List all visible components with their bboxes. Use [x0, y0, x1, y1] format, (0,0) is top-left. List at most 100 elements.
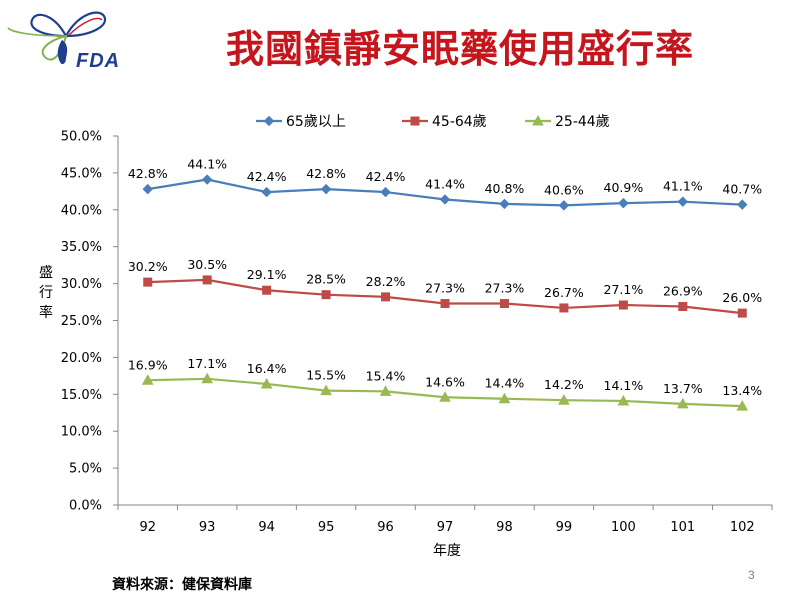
chart-series	[141, 174, 749, 411]
data-label: 42.4%	[366, 169, 406, 184]
data-label: 14.2%	[544, 377, 584, 392]
y-tick-label: 0.0%	[69, 499, 102, 514]
data-label: 27.3%	[485, 281, 525, 296]
data-label: 13.7%	[663, 381, 703, 396]
data-label: 40.8%	[485, 181, 525, 196]
chart-axes: 0.0% 5.0% 10.0% 15.0% 20.0% 25.0% 30.0% 35.0% 40…	[61, 130, 773, 535]
y-tick-label: 15.0%	[61, 388, 102, 403]
data-point	[559, 303, 569, 313]
x-tick-label: 94	[258, 520, 275, 535]
x-tick-label: 102	[730, 520, 755, 535]
data-point	[440, 299, 450, 309]
y-axis-title: 盛行率	[39, 265, 53, 321]
y-tick-label: 25.0%	[61, 314, 102, 329]
y-tick-label: 5.0%	[69, 462, 102, 477]
x-tick-label: 93	[199, 520, 216, 535]
data-label: 42.8%	[128, 166, 168, 181]
data-label: 28.5%	[306, 272, 346, 287]
x-tick-label: 92	[139, 520, 156, 535]
data-point	[499, 198, 510, 210]
page-number: 3	[748, 568, 755, 582]
data-point	[321, 290, 331, 300]
data-label: 41.1%	[663, 179, 703, 194]
data-label: 26.7%	[544, 285, 584, 300]
x-tick-label: 98	[496, 520, 513, 535]
data-point	[201, 174, 213, 185]
data-point	[676, 397, 689, 409]
x-axis-title: 年度	[433, 543, 461, 559]
legend-label: 65歲以上	[286, 114, 346, 130]
y-axis-title-char: 行	[39, 285, 53, 301]
data-point	[262, 285, 272, 295]
y-tick-label: 45.0%	[61, 166, 102, 181]
legend-marker	[410, 116, 420, 126]
data-label: 40.6%	[544, 182, 584, 197]
data-label: 42.8%	[306, 166, 346, 181]
data-point	[439, 391, 451, 402]
x-tick-label: 95	[318, 520, 335, 535]
data-label: 26.0%	[722, 290, 762, 305]
data-label: 27.3%	[425, 281, 465, 296]
data-label: 30.2%	[128, 259, 168, 274]
data-point	[261, 186, 272, 198]
series-1	[143, 275, 747, 318]
y-tick-label: 50.0%	[61, 130, 102, 145]
legend-label: 45-64歲	[432, 114, 487, 130]
data-source-note: 資料來源：健保資料庫	[112, 577, 252, 593]
data-point	[618, 197, 629, 209]
data-point	[618, 300, 628, 310]
butterfly-logo-icon	[7, 11, 107, 65]
data-point	[143, 277, 153, 287]
chart-data-labels: 42.8% 44.1% 42.4% 42.8% 42.4% 41.4% 40.8% 40.6%…	[128, 157, 762, 399]
data-label: 14.1%	[604, 378, 644, 393]
data-point	[141, 374, 154, 385]
y-tick-label: 40.0%	[61, 203, 102, 218]
data-label: 41.4%	[425, 176, 465, 191]
y-tick-label: 35.0%	[61, 240, 102, 255]
y-tick-label: 10.0%	[61, 425, 102, 440]
data-label: 17.1%	[187, 356, 227, 371]
x-tick-label: 101	[670, 520, 695, 535]
data-label: 27.1%	[604, 282, 644, 297]
data-point	[380, 186, 391, 198]
data-point	[381, 292, 391, 302]
data-point	[677, 196, 689, 207]
x-tick-label: 96	[377, 520, 394, 535]
data-point	[498, 392, 511, 404]
y-axis-title-char: 率	[39, 304, 53, 321]
data-point	[379, 385, 392, 396]
data-label: 42.4%	[247, 169, 287, 184]
data-label: 13.4%	[722, 383, 762, 398]
data-point	[142, 183, 153, 195]
y-axis-title-char: 盛	[39, 265, 53, 281]
data-label: 16.4%	[247, 361, 287, 376]
slide-title: 我國鎮靜安眠藥使用盛行率	[225, 26, 694, 71]
data-point	[737, 199, 748, 210]
data-point	[736, 400, 749, 411]
series-0	[142, 174, 748, 211]
data-label: 28.2%	[366, 274, 406, 289]
data-label: 14.6%	[425, 374, 465, 389]
data-point	[320, 384, 332, 396]
data-point	[320, 183, 332, 195]
data-label: 16.9%	[128, 357, 168, 372]
x-tick-label: 100	[611, 520, 636, 535]
data-label: 15.4%	[366, 368, 406, 383]
y-tick-label: 20.0%	[61, 351, 102, 366]
data-point	[201, 372, 214, 384]
legend-label: 25-44歲	[555, 114, 610, 130]
data-label: 26.9%	[663, 283, 703, 298]
logo-text: FDA	[76, 50, 121, 72]
x-tick-label: 99	[556, 520, 573, 535]
data-point	[558, 394, 570, 405]
data-point	[439, 194, 451, 205]
data-point	[558, 200, 570, 211]
data-point	[617, 394, 630, 406]
legend-marker	[263, 115, 275, 127]
fda-logo: FDA	[6, 6, 136, 72]
data-point	[202, 275, 212, 285]
data-point	[678, 301, 688, 311]
data-label: 14.4%	[485, 376, 525, 391]
series-2	[141, 372, 749, 411]
